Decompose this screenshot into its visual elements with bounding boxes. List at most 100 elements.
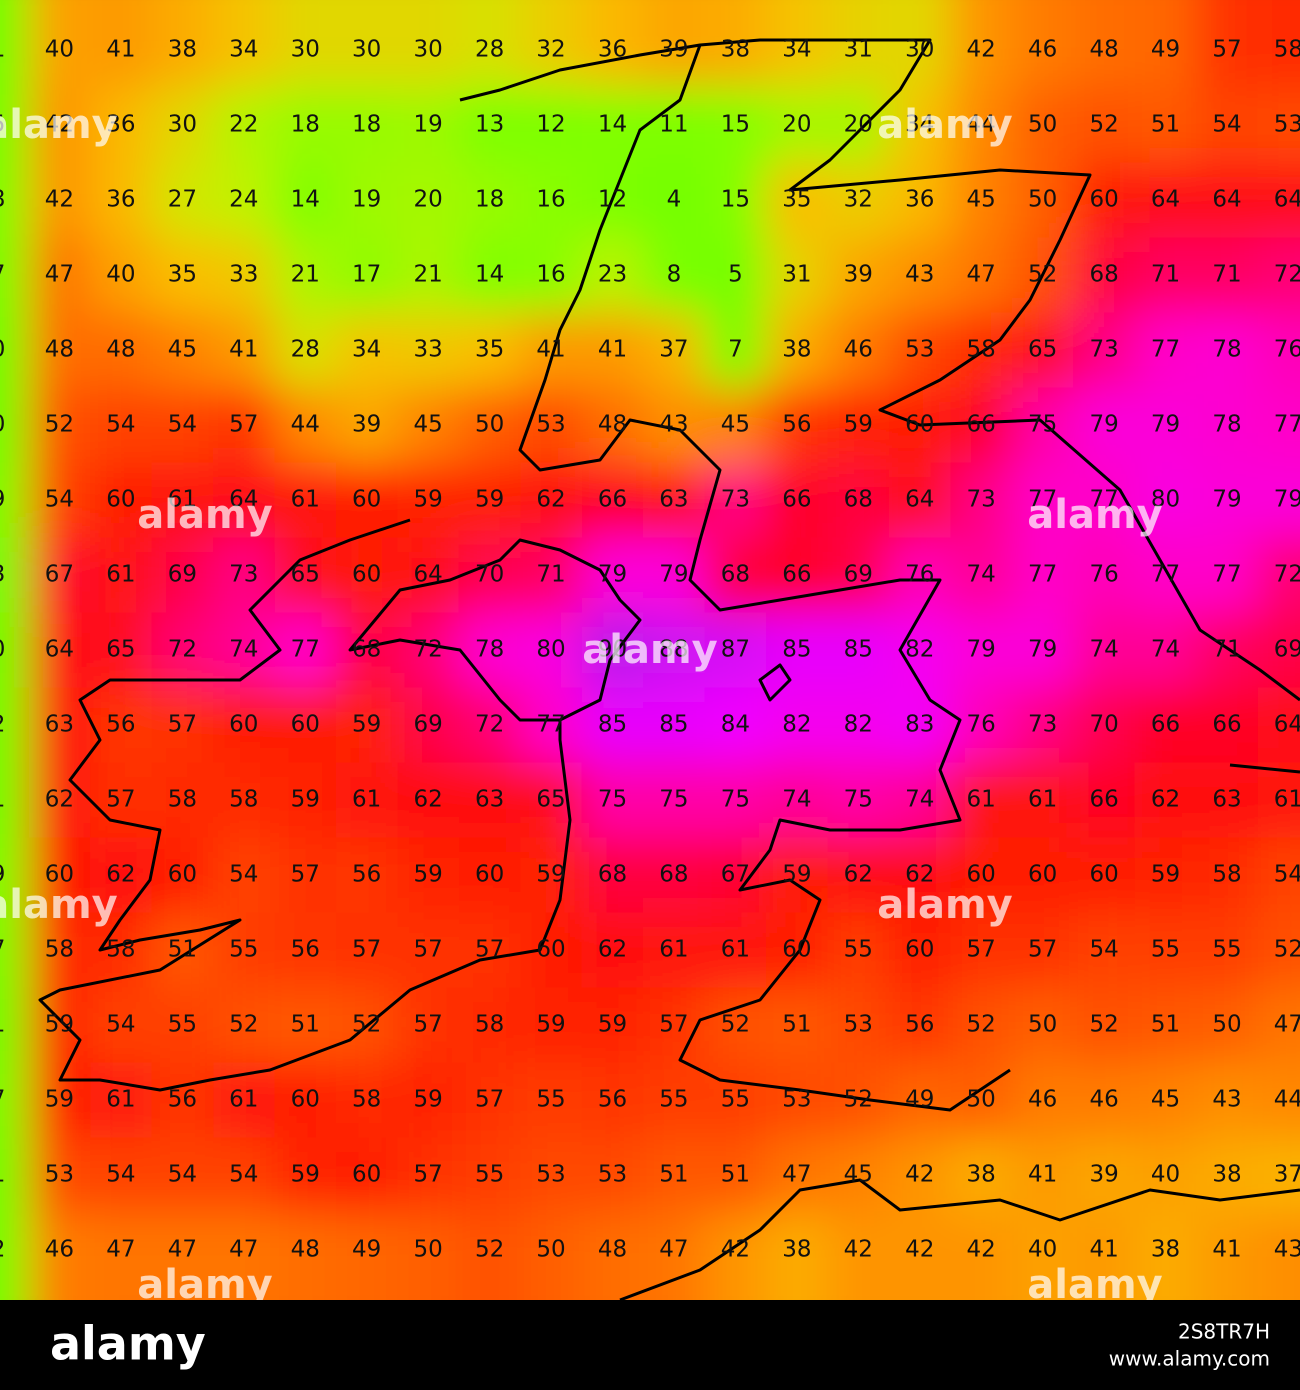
heat-cell xyxy=(643,1137,706,1214)
heat-cell xyxy=(1073,762,1136,839)
heat-cell xyxy=(827,912,891,989)
coastline xyxy=(758,663,792,702)
heat-cell xyxy=(1011,1137,1075,1214)
heat-cell xyxy=(1196,912,1259,989)
heat-cell xyxy=(151,612,215,689)
heat-cell xyxy=(335,237,399,314)
heat-cell xyxy=(458,162,522,239)
heat-cell xyxy=(1011,537,1075,614)
grid-value: 45 xyxy=(1151,1087,1180,1113)
heat-cell xyxy=(581,912,645,989)
heat-cell xyxy=(889,87,952,164)
heat-cell xyxy=(151,1212,215,1300)
grid-value: 65 xyxy=(291,562,320,588)
grid-value: 75 xyxy=(1028,412,1057,438)
heat-cell xyxy=(274,312,337,389)
grid-value: 79 xyxy=(659,562,688,588)
grid-value: 64 xyxy=(1212,187,1241,213)
grid-value: 0 xyxy=(0,637,5,663)
grid-value: 66 xyxy=(1151,712,1180,738)
heat-cell xyxy=(643,1212,706,1300)
grid-value: 67 xyxy=(721,862,750,888)
grid-value: 57 xyxy=(414,1162,443,1188)
heat-cell xyxy=(397,462,460,539)
grid-value: 45 xyxy=(844,1162,873,1188)
grid-value: 82 xyxy=(905,637,934,663)
grid-value: 59 xyxy=(536,1012,565,1038)
heat-cell xyxy=(0,687,30,764)
grid-value: 16 xyxy=(536,187,565,213)
watermark: alamy xyxy=(0,102,118,148)
grid-value: 77 xyxy=(1028,487,1057,513)
grid-value: 48 xyxy=(106,337,135,363)
heat-cell xyxy=(581,1137,645,1214)
grid-value: 51 xyxy=(1151,1012,1180,1038)
heat-cell xyxy=(643,462,706,539)
grid-value: 49 xyxy=(352,1237,381,1263)
grid-value: 54 xyxy=(106,1012,135,1038)
heat-cell xyxy=(397,687,460,764)
heat-cell xyxy=(1257,0,1300,89)
grid-value: 69 xyxy=(1274,637,1300,663)
grid-value: 42 xyxy=(45,187,74,213)
heat-cell xyxy=(889,912,952,989)
grid-value: 7 xyxy=(728,337,743,363)
grid-value: 54 xyxy=(106,1162,135,1188)
grid-value: 31 xyxy=(782,262,811,288)
grid-value: 61 xyxy=(967,787,996,813)
heat-cell xyxy=(950,912,1013,989)
heat-cell xyxy=(1196,87,1259,164)
grid-value: 55 xyxy=(475,1162,504,1188)
heat-cell xyxy=(950,687,1013,764)
grid-value: 73 xyxy=(1028,712,1057,738)
grid-value: 71 xyxy=(1212,637,1241,663)
grid-value: 59 xyxy=(598,1012,627,1038)
heat-cell xyxy=(213,462,276,539)
grid-value: 75 xyxy=(659,787,688,813)
heat-cell xyxy=(28,537,92,614)
heat-cell xyxy=(581,762,645,839)
grid-value: 65 xyxy=(536,787,565,813)
heat-cell xyxy=(1134,687,1198,764)
grid-value: 38 xyxy=(168,37,197,63)
heat-cell xyxy=(1073,912,1136,989)
grid-value: 71 xyxy=(1212,262,1241,288)
grid-value: 54 xyxy=(1212,112,1241,138)
grid-value: 79 xyxy=(1028,637,1057,663)
grid-value: 0 xyxy=(0,337,5,363)
grid-value: 56 xyxy=(598,1087,627,1113)
grid-value: 74 xyxy=(967,562,996,588)
heat-cell xyxy=(1196,1062,1259,1139)
grid-value: 4 xyxy=(667,187,682,213)
grid-value: 62 xyxy=(106,862,135,888)
grid-value: 72 xyxy=(475,712,504,738)
heat-cell xyxy=(274,762,337,839)
grid-value: 75 xyxy=(721,787,750,813)
grid-value: 72 xyxy=(1274,262,1300,288)
heat-cell xyxy=(1257,387,1300,464)
heat-cell xyxy=(766,387,829,464)
grid-value: 18 xyxy=(475,187,504,213)
grid-value: 33 xyxy=(229,262,258,288)
heat-cell xyxy=(1196,987,1259,1064)
grid-value: 71 xyxy=(1151,262,1180,288)
grid-value: 54 xyxy=(168,412,197,438)
grid-value: 53 xyxy=(45,1162,74,1188)
grid-value: 30 xyxy=(291,37,320,63)
grid-value: 58 xyxy=(475,1012,504,1038)
grid-value: 50 xyxy=(1212,1012,1241,1038)
grid-value: 7 xyxy=(0,262,5,288)
heat-cell xyxy=(397,912,460,989)
heat-cell xyxy=(1257,837,1300,914)
grid-value: 18 xyxy=(291,112,320,138)
heat-cell xyxy=(0,87,30,164)
heat-cell xyxy=(151,1062,215,1139)
heat-cell xyxy=(643,612,706,689)
grid-value: 39 xyxy=(659,37,688,63)
grid-value: 52 xyxy=(844,1087,873,1113)
heat-cell xyxy=(397,987,460,1064)
heat-cell xyxy=(151,462,215,539)
heat-cell xyxy=(827,162,891,239)
heat-cell xyxy=(458,612,522,689)
heat-cell xyxy=(90,87,153,164)
